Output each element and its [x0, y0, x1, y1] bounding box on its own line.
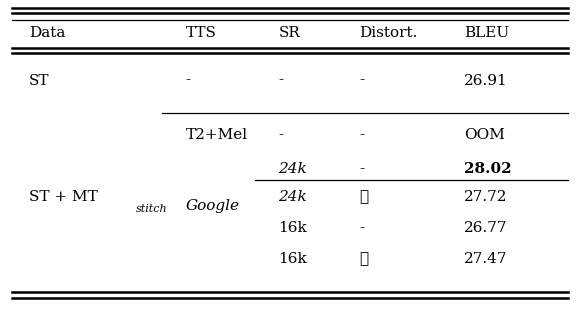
- Text: SR: SR: [278, 25, 300, 40]
- Text: TTS: TTS: [186, 25, 216, 40]
- Text: -: -: [360, 128, 365, 142]
- Text: -: -: [278, 128, 284, 142]
- Text: 24k: 24k: [278, 190, 307, 204]
- Text: 28.02: 28.02: [464, 162, 512, 176]
- Text: -: -: [186, 73, 191, 88]
- Text: ST + MT: ST + MT: [29, 190, 98, 204]
- Text: stitch: stitch: [136, 204, 168, 214]
- Text: 26.91: 26.91: [464, 73, 508, 88]
- Text: 26.77: 26.77: [464, 221, 508, 235]
- Text: -: -: [360, 221, 365, 235]
- Text: 27.47: 27.47: [464, 252, 508, 266]
- Text: T2+Mel: T2+Mel: [186, 128, 248, 142]
- Text: Google: Google: [186, 199, 240, 213]
- Text: -: -: [360, 162, 365, 176]
- Text: 27.72: 27.72: [464, 190, 508, 204]
- Text: 24k: 24k: [278, 162, 307, 176]
- Text: -: -: [360, 73, 365, 88]
- Text: ✓: ✓: [360, 190, 369, 204]
- Text: Distort.: Distort.: [360, 25, 418, 40]
- Text: Data: Data: [29, 25, 66, 40]
- Text: BLEU: BLEU: [464, 25, 509, 40]
- Text: 16k: 16k: [278, 252, 307, 266]
- Text: -: -: [278, 73, 284, 88]
- Text: ✓: ✓: [360, 252, 369, 266]
- Text: 16k: 16k: [278, 221, 307, 235]
- Text: ST: ST: [29, 73, 49, 88]
- Text: OOM: OOM: [464, 128, 505, 142]
